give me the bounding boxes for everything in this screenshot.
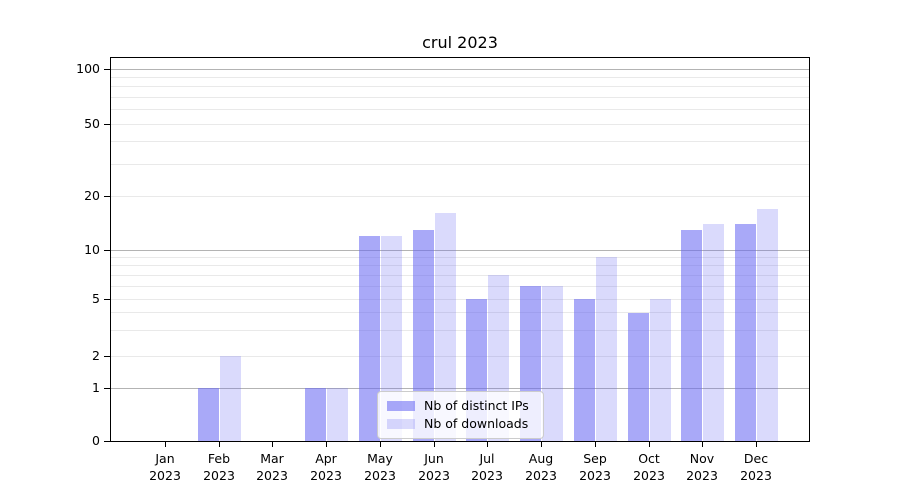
gridline-10 xyxy=(111,250,809,251)
y-tick-label-10: 10 xyxy=(84,242,100,257)
x-tick-label-oct: Oct 2023 xyxy=(633,451,665,483)
x-tick-mark-mar xyxy=(272,442,273,447)
legend-swatch-downloads-icon xyxy=(387,419,415,429)
bar-downloads-may xyxy=(380,235,402,441)
x-tick-mark-oct xyxy=(649,442,650,447)
x-tick-mark-apr xyxy=(326,442,327,447)
y-tick-label-2: 2 xyxy=(92,348,100,363)
bar-distinct-ips-nov xyxy=(681,229,703,441)
gridline-1 xyxy=(111,388,809,389)
y-tick-mark-100 xyxy=(104,69,110,70)
x-tick-label-sep: Sep 2023 xyxy=(579,451,611,483)
bar-distinct-ips-apr xyxy=(305,388,327,441)
bar-distinct-ips-may xyxy=(358,235,380,441)
legend-item-distinct-ips: Nb of distinct IPs xyxy=(387,398,534,414)
bar-downloads-nov xyxy=(703,223,725,441)
y-tick-label-20: 20 xyxy=(84,188,100,203)
y-tick-mark-0 xyxy=(104,441,110,442)
bar-downloads-jun xyxy=(434,213,456,441)
legend-label-downloads: Nb of downloads xyxy=(424,416,529,431)
gridline-90 xyxy=(111,77,809,78)
x-tick-label-may: May 2023 xyxy=(364,451,396,483)
y-tick-label-50: 50 xyxy=(84,116,100,131)
legend-swatch-distinct-ips-icon xyxy=(387,401,415,411)
x-tick-label-jul: Jul 2023 xyxy=(471,451,503,483)
y-tick-label-1: 1 xyxy=(92,380,100,395)
bar-distinct-ips-jun xyxy=(412,229,434,441)
bar-distinct-ips-sep xyxy=(573,299,595,441)
y-tick-label-100: 100 xyxy=(76,61,100,76)
legend-label-distinct-ips: Nb of distinct IPs xyxy=(424,398,529,413)
x-tick-mark-jun xyxy=(434,442,435,447)
gridline-9 xyxy=(111,257,809,258)
gridline-2 xyxy=(111,356,809,357)
x-tick-label-apr: Apr 2023 xyxy=(310,451,342,483)
y-tick-mark-1 xyxy=(104,388,110,389)
x-tick-mark-aug xyxy=(541,442,542,447)
bar-distinct-ips-oct xyxy=(627,312,649,441)
y-tick-mark-10 xyxy=(104,250,110,251)
gridline-6 xyxy=(111,286,809,287)
gridline-30 xyxy=(111,164,809,165)
chart-title: crul 2023 xyxy=(422,33,498,52)
x-tick-label-jun: Jun 2023 xyxy=(418,451,450,483)
y-tick-label-0: 0 xyxy=(92,433,100,448)
gridline-70 xyxy=(111,97,809,98)
x-tick-mark-may xyxy=(380,442,381,447)
x-tick-label-feb: Feb 2023 xyxy=(203,451,235,483)
gridline-40 xyxy=(111,141,809,142)
bar-distinct-ips-dec xyxy=(735,223,757,441)
plot-area xyxy=(110,57,810,442)
legend-item-downloads: Nb of downloads xyxy=(387,416,534,432)
bar-downloads-feb xyxy=(219,356,241,441)
bar-downloads-sep xyxy=(595,257,617,441)
bar-downloads-oct xyxy=(649,299,671,441)
gridline-7 xyxy=(111,275,809,276)
y-tick-mark-20 xyxy=(104,196,110,197)
gridline-3 xyxy=(111,330,809,331)
x-tick-mark-jan xyxy=(165,442,166,447)
gridline-50 xyxy=(111,124,809,125)
gridline-4 xyxy=(111,312,809,313)
bar-downloads-aug xyxy=(542,286,564,441)
x-tick-mark-nov xyxy=(702,442,703,447)
x-tick-label-mar: Mar 2023 xyxy=(256,451,288,483)
gridline-80 xyxy=(111,86,809,87)
bar-distinct-ips-feb xyxy=(197,388,219,441)
x-tick-label-aug: Aug 2023 xyxy=(525,451,557,483)
x-tick-label-nov: Nov 2023 xyxy=(686,451,718,483)
x-tick-label-jan: Jan 2023 xyxy=(149,451,181,483)
x-tick-mark-feb xyxy=(219,442,220,447)
x-tick-label-dec: Dec 2023 xyxy=(740,451,772,483)
x-tick-mark-jul xyxy=(487,442,488,447)
x-tick-mark-dec xyxy=(756,442,757,447)
y-tick-mark-5 xyxy=(104,299,110,300)
bar-downloads-apr xyxy=(327,388,349,441)
gridline-20 xyxy=(111,196,809,197)
y-tick-mark-2 xyxy=(104,356,110,357)
gridline-100 xyxy=(111,69,809,70)
legend: Nb of distinct IPs Nb of downloads xyxy=(377,391,544,439)
y-tick-mark-50 xyxy=(104,124,110,125)
gridline-8 xyxy=(111,265,809,266)
y-tick-label-5: 5 xyxy=(92,291,100,306)
bar-downloads-dec xyxy=(757,208,779,441)
x-tick-mark-sep xyxy=(595,442,596,447)
gridline-60 xyxy=(111,109,809,110)
gridline-5 xyxy=(111,299,809,300)
